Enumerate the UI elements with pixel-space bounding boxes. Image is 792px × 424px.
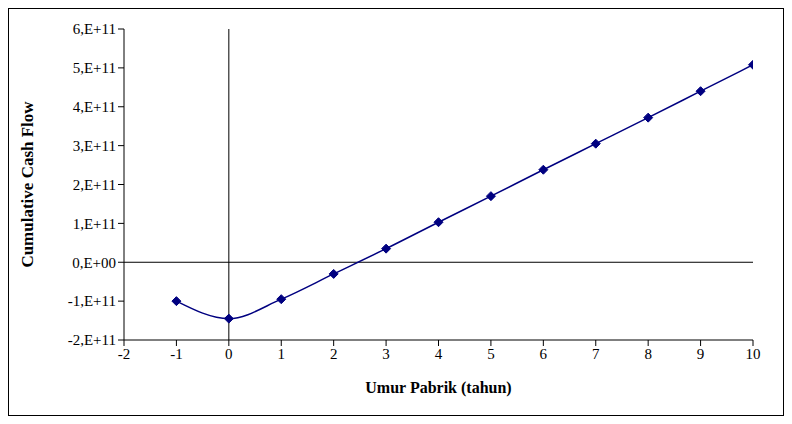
svg-text:2,E+11: 2,E+11: [73, 177, 116, 193]
svg-text:1,E+11: 1,E+11: [73, 216, 116, 232]
svg-text:6: 6: [540, 346, 548, 362]
svg-text:8: 8: [644, 346, 652, 362]
svg-text:0: 0: [225, 346, 233, 362]
svg-text:9: 9: [697, 346, 705, 362]
svg-text:-1,E+11: -1,E+11: [68, 293, 116, 309]
svg-text:10: 10: [746, 346, 761, 362]
svg-text:Umur Pabrik (tahun): Umur Pabrik (tahun): [365, 379, 511, 397]
svg-text:3: 3: [382, 346, 390, 362]
svg-text:4,E+11: 4,E+11: [73, 99, 116, 115]
svg-text:-2,E+11: -2,E+11: [68, 332, 116, 348]
svg-text:-1: -1: [170, 346, 183, 362]
svg-text:0,E+00: 0,E+00: [72, 255, 116, 271]
svg-text:6,E+11: 6,E+11: [73, 21, 116, 37]
svg-text:Cumulative Cash Flow: Cumulative Cash Flow: [18, 101, 37, 268]
svg-text:7: 7: [592, 346, 600, 362]
svg-text:3,E+11: 3,E+11: [73, 138, 116, 154]
svg-text:1: 1: [278, 346, 286, 362]
svg-text:4: 4: [435, 346, 443, 362]
svg-text:5: 5: [487, 346, 495, 362]
svg-text:2: 2: [330, 346, 338, 362]
svg-text:-2: -2: [118, 346, 131, 362]
svg-text:5,E+11: 5,E+11: [73, 60, 116, 76]
